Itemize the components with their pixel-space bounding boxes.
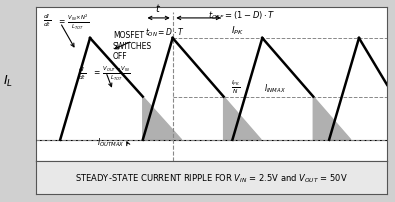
Text: $\frac{dI}{dt}$: $\frac{dI}{dt}$ bbox=[78, 65, 86, 81]
Text: STEADY-STATE CURRENT RIPPLE FOR $V_{IN}$ = 2.5V and $V_{OUT}$ = 50V: STEADY-STATE CURRENT RIPPLE FOR $V_{IN}$… bbox=[75, 171, 348, 184]
Text: $\frac{I_{PK}}{N}$: $\frac{I_{PK}}{N}$ bbox=[231, 78, 240, 96]
Text: $t_{ON} = D \cdot T$: $t_{ON} = D \cdot T$ bbox=[145, 26, 184, 39]
Text: $t$: $t$ bbox=[155, 2, 161, 14]
Text: $t_{OFF} = (1 - D) \cdot T$: $t_{OFF} = (1 - D) \cdot T$ bbox=[208, 10, 275, 22]
Text: $=\,\frac{V_{OUT}-V_{IN}}{L_{TOT}}$: $=\,\frac{V_{OUT}-V_{IN}}{L_{TOT}}$ bbox=[92, 65, 130, 83]
Text: $I_{OUTMAX}$: $I_{OUTMAX}$ bbox=[97, 135, 125, 148]
Text: $=\,\frac{V_{IN}\!\times\! N^{2}}{L_{TOT}}$: $=\,\frac{V_{IN}\!\times\! N^{2}}{L_{TOT… bbox=[56, 13, 89, 32]
Text: $I_{INMAX}$: $I_{INMAX}$ bbox=[264, 82, 286, 94]
Text: MOSFET
SWITCHES
OFF: MOSFET SWITCHES OFF bbox=[113, 31, 152, 61]
Polygon shape bbox=[313, 97, 351, 140]
Text: $\frac{dI}{dt}$: $\frac{dI}{dt}$ bbox=[43, 13, 51, 29]
Polygon shape bbox=[143, 97, 182, 140]
Text: $I_L$: $I_L$ bbox=[3, 73, 13, 88]
Text: $I_{PK}$: $I_{PK}$ bbox=[231, 25, 244, 37]
Polygon shape bbox=[224, 97, 261, 140]
